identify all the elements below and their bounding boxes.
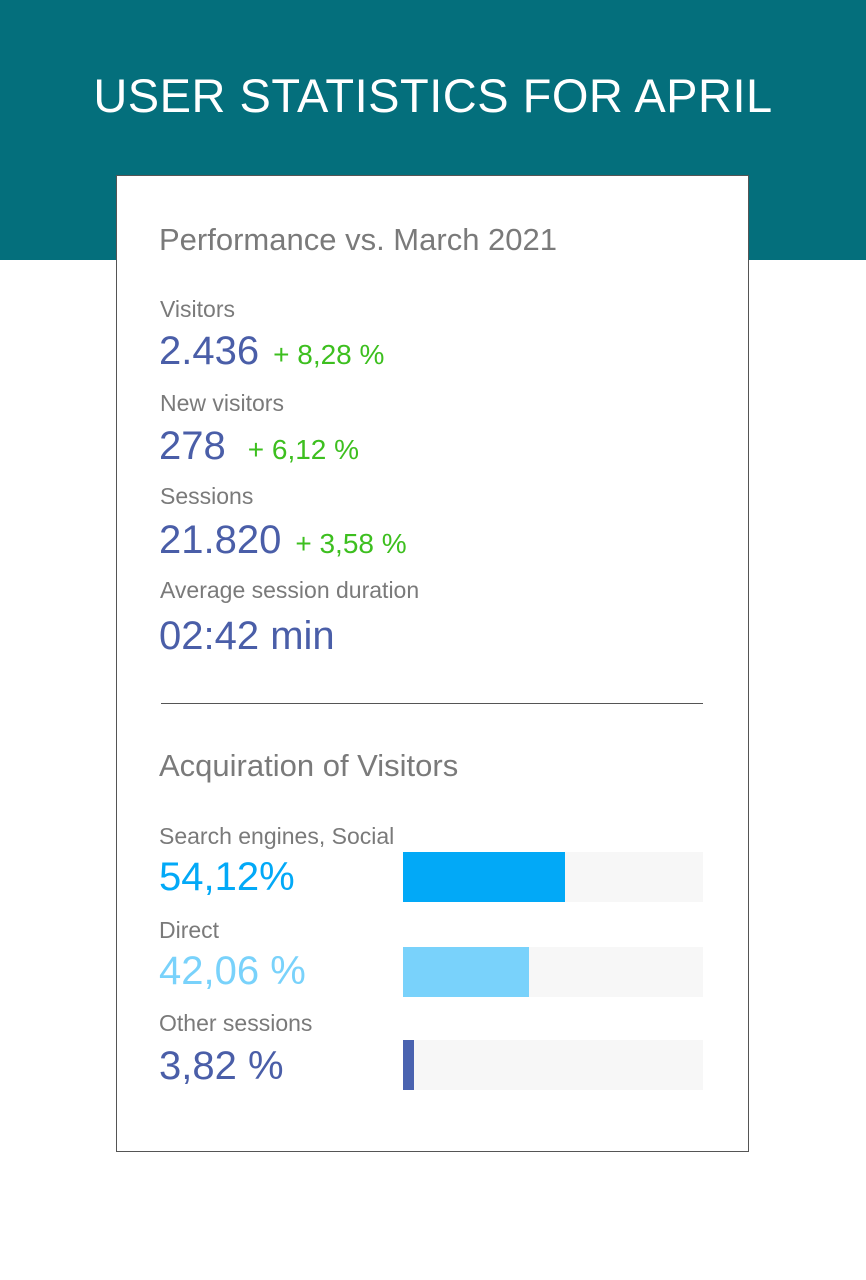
acq-value-search-social: 54,12% [159,855,295,899]
section-divider [161,703,703,704]
metric-row-new-visitors: 278 + 6,12 % [159,422,359,479]
bar-other [403,1040,415,1090]
bar-direct [403,947,530,997]
metric-row-sessions: 21.820 + 3,58 % [159,516,407,573]
metric-label-visitors: Visitors [160,296,235,322]
metric-value-visitors: 2.436 [159,329,260,373]
bar-search-social [403,852,566,902]
metric-change-new-visitors: + 6,12 % [247,434,360,465]
metric-value-new-visitors: 278 [159,424,226,468]
metric-change-sessions: + 3,58 % [295,528,407,559]
metric-label-avg-duration: Average session duration [160,577,420,603]
metric-row-avg-duration: 02:42 min [159,612,335,669]
bar-track-other [403,1040,703,1090]
acq-value-other: 3,82 % [159,1044,284,1088]
acq-label-other: Other sessions [159,1010,313,1036]
bar-track-direct [403,947,703,997]
acq-label-direct: Direct [159,917,220,943]
acq-value-direct: 42,06 % [159,949,306,993]
metric-row-visitors: 2.436 + 8,28 % [159,327,384,384]
acquisition-title: Acquiration of Visitors [159,748,459,783]
page-title: USER STATISTICS FOR APRIL [93,69,773,122]
bar-track-search-social [403,852,703,902]
metric-value-sessions: 21.820 [159,518,282,562]
acq-label-search-social: Search engines, Social [159,823,395,849]
metric-label-new-visitors: New visitors [160,390,284,416]
metric-label-sessions: Sessions [160,483,254,509]
metric-value-avg-duration: 02:42 min [159,614,335,658]
stats-card: Performance vs. March 2021 Visitors 2.43… [116,175,749,1152]
metric-change-visitors: + 8,28 % [273,339,385,370]
performance-title: Performance vs. March 2021 [159,222,558,257]
